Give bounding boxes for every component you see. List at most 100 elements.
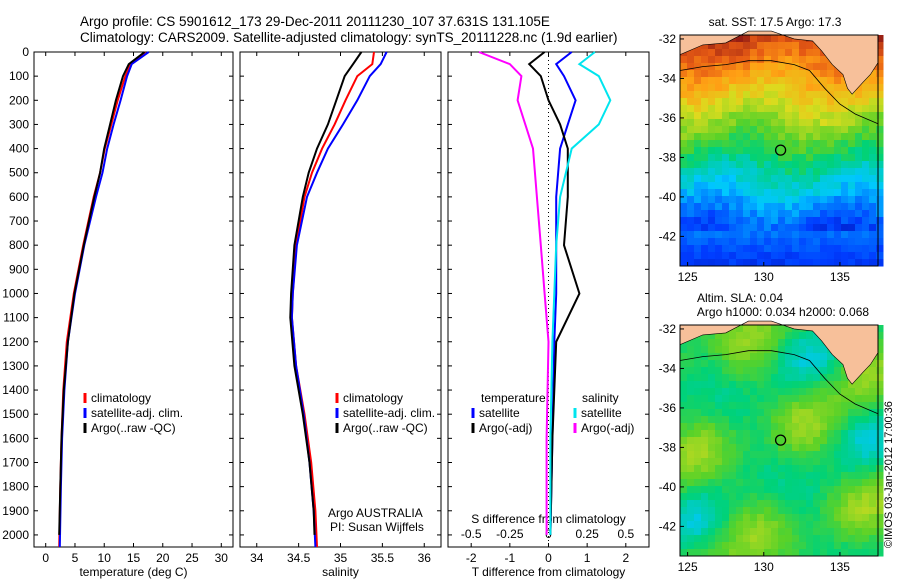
map-cell [806, 332, 814, 340]
map-cell [701, 91, 709, 99]
map-cell [680, 367, 688, 375]
map-cell [722, 182, 730, 190]
map-cell [778, 175, 786, 183]
map-cell [736, 154, 744, 162]
map-cell [722, 189, 730, 197]
map-cell [834, 126, 842, 134]
map-cell [813, 430, 821, 438]
map-cell [848, 542, 856, 550]
map-cell [729, 203, 737, 211]
map-cell [771, 133, 779, 141]
map-cell [799, 507, 807, 515]
map-cell [876, 332, 884, 340]
map-cell [708, 353, 716, 361]
map-cell [785, 70, 793, 78]
map-cell [694, 210, 702, 218]
map-cell [701, 479, 709, 487]
map-cell [680, 147, 688, 155]
map-cell [841, 259, 849, 267]
map-cell [834, 119, 842, 127]
map-cell [764, 112, 772, 120]
map-cell [855, 423, 863, 431]
map-cell [722, 388, 730, 396]
map-cell [855, 217, 863, 225]
map-cell [827, 423, 835, 431]
map-cell [876, 500, 884, 508]
legend-label: satellite [581, 406, 622, 420]
map-cell [680, 479, 688, 487]
map-cell [799, 367, 807, 375]
map-cell [834, 196, 842, 204]
map-cell [820, 416, 828, 424]
map-cell [778, 472, 786, 480]
map-cell [778, 35, 786, 43]
map-cell [694, 346, 702, 354]
map-cell [757, 126, 765, 134]
map-cell [736, 430, 744, 438]
map-cell [806, 479, 814, 487]
map-cell [806, 535, 814, 543]
map-cell [764, 182, 772, 190]
map-cell [820, 500, 828, 508]
map-cell [757, 353, 765, 361]
map-cell [694, 395, 702, 403]
map-cell [876, 479, 884, 487]
map-cell [771, 98, 779, 106]
map-cell [750, 521, 758, 529]
x-tick-label: 5 [72, 551, 79, 565]
map-cell [785, 486, 793, 494]
map-cell [855, 154, 863, 162]
map-cell [813, 381, 821, 389]
map-cell [869, 528, 877, 536]
map-cell [869, 374, 877, 382]
map-cell [806, 395, 814, 403]
map-cell [792, 210, 800, 218]
map-cell [701, 388, 709, 396]
map-cell [771, 388, 779, 396]
map-cell [687, 381, 695, 389]
map-cell [701, 77, 709, 85]
map-cell [687, 395, 695, 403]
map-cell [820, 423, 828, 431]
map-cell [813, 154, 821, 162]
map-cell [701, 458, 709, 466]
map-cell [806, 388, 814, 396]
map-cell [806, 238, 814, 246]
map-cell [708, 521, 716, 529]
map-cell [708, 203, 716, 211]
map-cell [687, 486, 695, 494]
map-cell [862, 430, 870, 438]
map-cell [792, 500, 800, 508]
map-cell [743, 325, 751, 333]
map-cell [743, 140, 751, 148]
map-cell [736, 486, 744, 494]
x-tick-label: 0 [42, 551, 49, 565]
map-cell [687, 374, 695, 382]
map-cell [876, 416, 884, 424]
map-cell [694, 353, 702, 361]
map-cell [792, 70, 800, 78]
sla-map-title-2: Argo h1000: 0.034 h2000: 0.068 [697, 305, 869, 319]
map-cell [743, 35, 751, 43]
map-cell [680, 402, 688, 410]
map-cell [680, 528, 688, 536]
map-cell [848, 472, 856, 480]
map-cell [841, 388, 849, 396]
map-cell [687, 189, 695, 197]
map-cell [848, 521, 856, 529]
map-cell [722, 210, 730, 218]
map-cell [841, 381, 849, 389]
x-tick-label: 2 [622, 551, 629, 565]
map-cell [841, 542, 849, 550]
map-cell [834, 77, 842, 85]
map-cell [708, 77, 716, 85]
map-cell [687, 444, 695, 452]
map-cell [855, 479, 863, 487]
map-cell [820, 458, 828, 466]
map-cell [841, 444, 849, 452]
map-cell [701, 465, 709, 473]
map-cell [792, 437, 800, 445]
map-cell [757, 409, 765, 417]
map-cell [694, 493, 702, 501]
map-cell [715, 381, 723, 389]
